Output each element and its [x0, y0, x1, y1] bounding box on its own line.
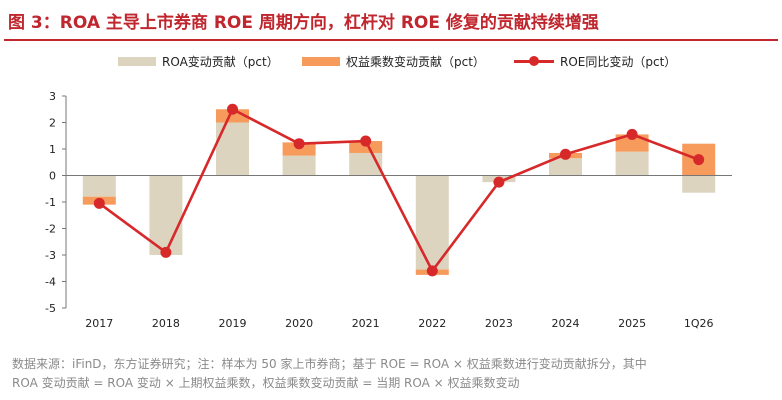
roe-point-2023 [493, 176, 505, 188]
roe-point-2019 [227, 103, 238, 115]
x-tick-label: 2023 [485, 317, 513, 330]
bar-roa-2017 [82, 175, 116, 197]
chart-legend: ROA变动贡献（pct） 权益乘数变动贡献（pct） ROE同比变动（pct） [0, 51, 782, 71]
y-tick-label: 1 [49, 143, 56, 156]
chart-title: 图 3：ROA 主导上市券商 ROE 周期方向，杠杆对 ROE 修复的贡献持续增… [8, 13, 599, 33]
y-tick-label: 2 [49, 117, 56, 130]
bar-roa-2024 [549, 158, 582, 176]
x-tick-label: 2017 [85, 317, 113, 330]
bar-roa-2018 [149, 175, 183, 255]
legend-label-roe: ROE同比变动（pct） [560, 54, 677, 69]
roe-point-2022 [426, 265, 438, 277]
roe-point-2024 [560, 148, 571, 160]
legend-label-leverage: 权益乘数变动贡献（pct） [346, 54, 485, 69]
x-tick-label: 2025 [618, 317, 646, 330]
source-line-2: ROA 变动贡献 = ROA 变动 × 上期权益乘数，权益乘数变动贡献 = 当期… [12, 376, 520, 390]
y-tick-label: -1 [45, 196, 56, 209]
source-line-1: 数据来源：iFinD，东方证券研究；注：样本为 50 家上市券商；基于 ROE … [12, 357, 647, 371]
legend-item-leverage: 权益乘数变动贡献（pct） [302, 51, 485, 71]
x-tick-label: 2020 [285, 317, 313, 330]
y-tick-label: -5 [45, 302, 56, 315]
bar-leverage-2021 [349, 141, 383, 153]
roe-point-2021 [360, 135, 372, 147]
y-tick-label: 0 [49, 170, 56, 183]
legend-label-roa: ROA变动贡献（pct） [162, 54, 279, 69]
y-tick-label: -2 [45, 223, 56, 236]
chart-plot: 3 2 1 0 -1 -2 -3 -4 -5 2017 2018 2019 2020 2021 2022 20… [45, 90, 732, 330]
roe-point-2018 [160, 246, 172, 258]
roe-point-1Q26 [693, 154, 705, 166]
x-tick-label: 2018 [152, 317, 180, 330]
legend-item-roe: ROE同比变动（pct） [514, 51, 676, 71]
bar-roa-2025 [615, 151, 649, 176]
title-divider [4, 39, 778, 41]
legend-swatch-roe [514, 55, 554, 66]
y-tick-label: -4 [45, 276, 56, 289]
bar-roa-2020 [282, 155, 316, 176]
y-tick-label: 3 [49, 90, 56, 103]
x-tick-label: 2021 [352, 317, 380, 330]
x-tick-label: 2019 [219, 317, 247, 330]
roe-line [98, 107, 700, 273]
roe-point-2025 [626, 128, 638, 140]
roe-point-2020 [293, 138, 305, 150]
x-tick-label: 2022 [418, 317, 446, 330]
source-note: 数据来源：iFinD，东方证券研究；注：样本为 50 家上市券商；基于 ROE … [12, 355, 778, 393]
legend-swatch-leverage [302, 56, 340, 66]
bar-roa-2022 [415, 175, 449, 270]
x-tick-label: 1Q26 [684, 317, 714, 330]
legend-swatch-roa [118, 56, 156, 66]
bar-roa-2019 [216, 122, 249, 176]
bar-roa-1Q26 [682, 175, 716, 193]
x-tick-label: 2024 [552, 317, 580, 330]
legend-item-roa: ROA变动贡献（pct） [118, 51, 279, 71]
y-tick-label: -3 [45, 249, 56, 262]
roe-point-2017 [93, 197, 105, 209]
